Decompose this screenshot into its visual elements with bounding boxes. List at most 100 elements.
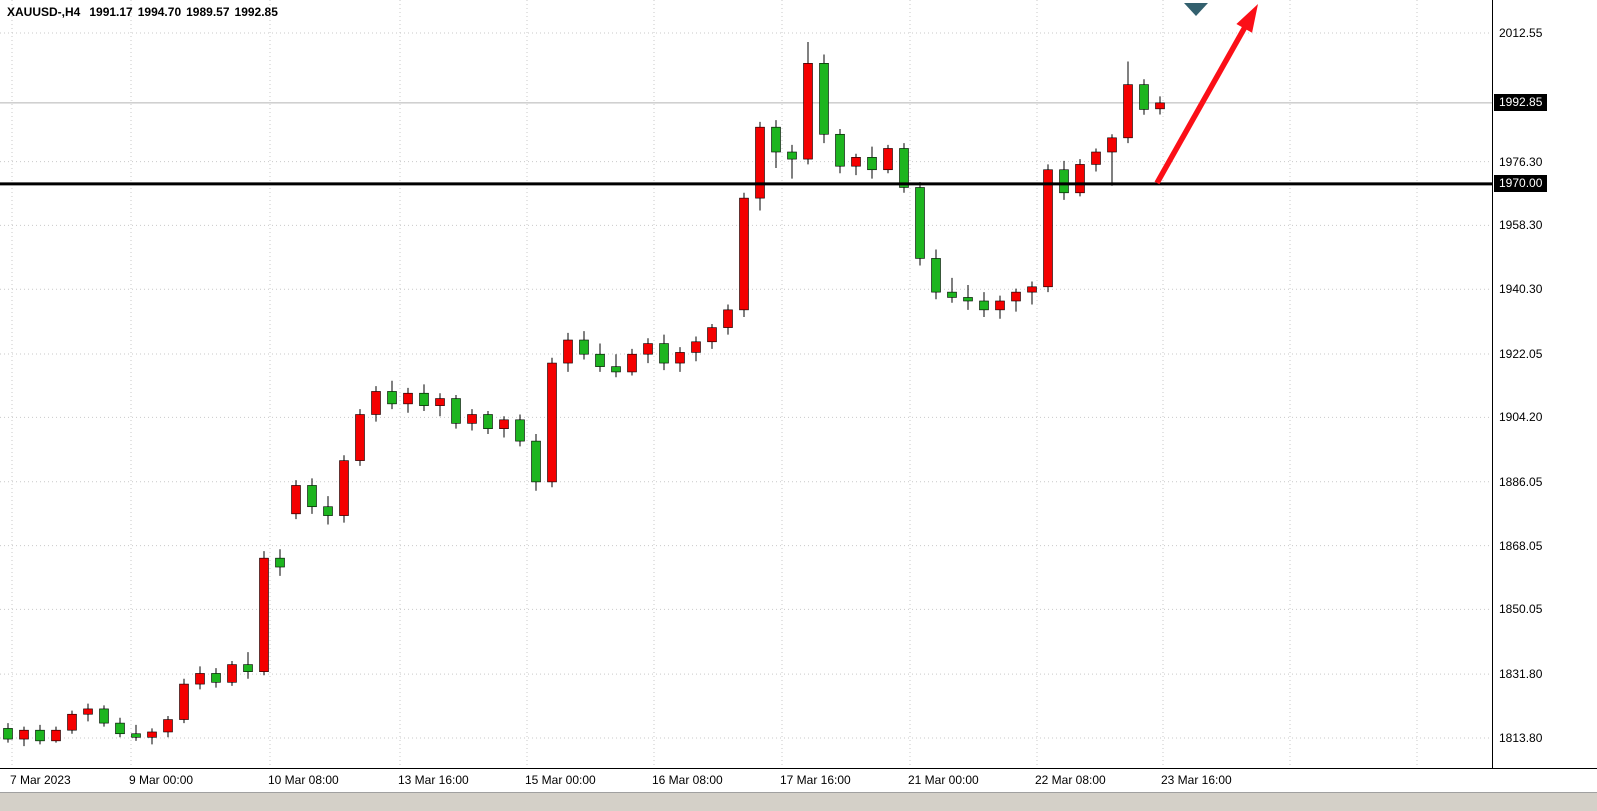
- ohlc-open: 1991.17: [89, 5, 133, 19]
- price-axis[interactable]: 2012.55 1976.30 1958.30 1940.30 1922.05 1904.…: [1493, 0, 1597, 768]
- bear-candle: [659, 343, 669, 364]
- bear-candle: [595, 353, 605, 367]
- bear-candle: [3, 728, 13, 740]
- bear-candle: [771, 126, 781, 153]
- bear-candle: [131, 733, 141, 738]
- bear-candle: [1059, 169, 1069, 194]
- bull-candle: [563, 339, 573, 364]
- bull-candle: [883, 148, 893, 171]
- time-tick-label: 10 Mar 08:00: [268, 773, 339, 787]
- bull-candle: [1155, 102, 1165, 110]
- bear-candle: [819, 63, 829, 135]
- bull-candle: [371, 391, 381, 415]
- bull-candle: [179, 683, 189, 720]
- time-tick-label: 13 Mar 16:00: [398, 773, 469, 787]
- bear-candle: [35, 729, 45, 742]
- bear-candle: [387, 391, 397, 405]
- bull-candle: [1011, 291, 1021, 302]
- bear-candle: [979, 300, 989, 311]
- bear-candle: [531, 440, 541, 483]
- bull-candle: [803, 63, 813, 160]
- price-tick-label: 1904.20: [1499, 410, 1543, 425]
- bull-candle: [355, 414, 365, 461]
- bull-candle: [403, 392, 413, 405]
- ohlc-header: XAUUSD-,H4 1991.17 1994.70 1989.57 1992.85: [7, 5, 283, 19]
- time-tick-label: 22 Mar 08:00: [1035, 773, 1106, 787]
- price-axis-separator: [1492, 0, 1493, 769]
- window-bottom-strip: [0, 792, 1597, 811]
- bull-candle: [163, 719, 173, 733]
- bull-candle: [339, 460, 349, 516]
- trend-arrow-line[interactable]: [1154, 21, 1250, 185]
- bull-candle: [147, 731, 157, 738]
- bear-candle: [611, 366, 621, 373]
- bull-candle: [1091, 151, 1101, 165]
- bear-candle: [963, 297, 973, 302]
- time-tick-label: 17 Mar 16:00: [780, 773, 851, 787]
- chart-plot-area[interactable]: XAUUSD-,H4 1991.17 1994.70 1989.57 1992.85: [0, 0, 1492, 768]
- symbol-timeframe-label: XAUUSD-,H4: [7, 5, 81, 19]
- bull-candle: [1107, 137, 1117, 153]
- price-tick-label: 1940.30: [1499, 282, 1543, 297]
- bull-candle: [675, 352, 685, 364]
- bear-candle: [419, 392, 429, 406]
- bull-candle: [691, 341, 701, 353]
- time-tick-label: 21 Mar 00:00: [908, 773, 979, 787]
- bull-candle: [723, 309, 733, 328]
- bear-candle: [915, 187, 925, 259]
- bear-candle: [579, 339, 589, 355]
- bear-candle: [483, 414, 493, 429]
- bull-candle: [83, 708, 93, 715]
- bull-candle: [435, 398, 445, 406]
- bull-candle: [467, 414, 477, 424]
- bull-candle: [1075, 164, 1085, 194]
- triangle-down-marker[interactable]: [1184, 3, 1208, 16]
- bear-candle: [931, 258, 941, 293]
- bull-candle: [291, 485, 301, 515]
- time-axis[interactable]: 7 Mar 2023 9 Mar 00:00 10 Mar 08:00 13 Mar …: [0, 769, 1597, 792]
- bull-candle: [851, 157, 861, 167]
- time-tick-label: 15 Mar 00:00: [525, 773, 596, 787]
- price-tick-label: 1831.80: [1499, 667, 1543, 682]
- price-tick-label: 1886.05: [1499, 474, 1543, 489]
- time-axis-separator: [0, 768, 1597, 769]
- price-tick-label: 1868.05: [1499, 538, 1543, 553]
- bull-candle: [259, 557, 269, 672]
- time-tick-label: 16 Mar 08:00: [652, 773, 723, 787]
- bear-candle: [275, 557, 285, 568]
- bear-candle: [451, 398, 461, 424]
- bull-candle: [1123, 84, 1133, 139]
- bull-candle: [499, 419, 509, 429]
- ohlc-close: 1992.85: [234, 5, 278, 19]
- bear-candle: [211, 673, 221, 683]
- bull-candle: [227, 664, 237, 683]
- bull-candle: [1027, 286, 1037, 293]
- hline-price-box: 1970.00: [1494, 174, 1548, 192]
- bull-candle: [547, 362, 557, 483]
- bull-candle: [1043, 169, 1053, 288]
- price-tick-label: 1813.80: [1499, 731, 1543, 745]
- bear-candle: [787, 151, 797, 160]
- trend-arrow-head[interactable]: [1236, 4, 1258, 33]
- bear-candle: [323, 506, 333, 516]
- bull-candle: [51, 729, 61, 742]
- bear-candle: [515, 419, 525, 442]
- bear-candle: [947, 291, 957, 298]
- bull-candle: [643, 343, 653, 355]
- bear-candle: [115, 722, 125, 735]
- time-tick-label: 23 Mar 16:00: [1161, 773, 1232, 787]
- bull-candle: [627, 353, 637, 373]
- bear-candle: [307, 485, 317, 508]
- bull-candle: [67, 713, 77, 731]
- bear-candle: [867, 157, 877, 171]
- price-tick-label: 1958.30: [1499, 218, 1543, 233]
- bull-candle: [707, 327, 717, 343]
- price-tick-label: 1850.05: [1499, 602, 1543, 617]
- bull-candle: [19, 729, 29, 740]
- bear-candle: [99, 708, 109, 724]
- time-tick-label: 7 Mar 2023: [10, 773, 71, 787]
- ohlc-low: 1989.57: [186, 5, 230, 19]
- candlestick-chart-svg[interactable]: [0, 0, 1492, 768]
- bear-candle: [835, 133, 845, 167]
